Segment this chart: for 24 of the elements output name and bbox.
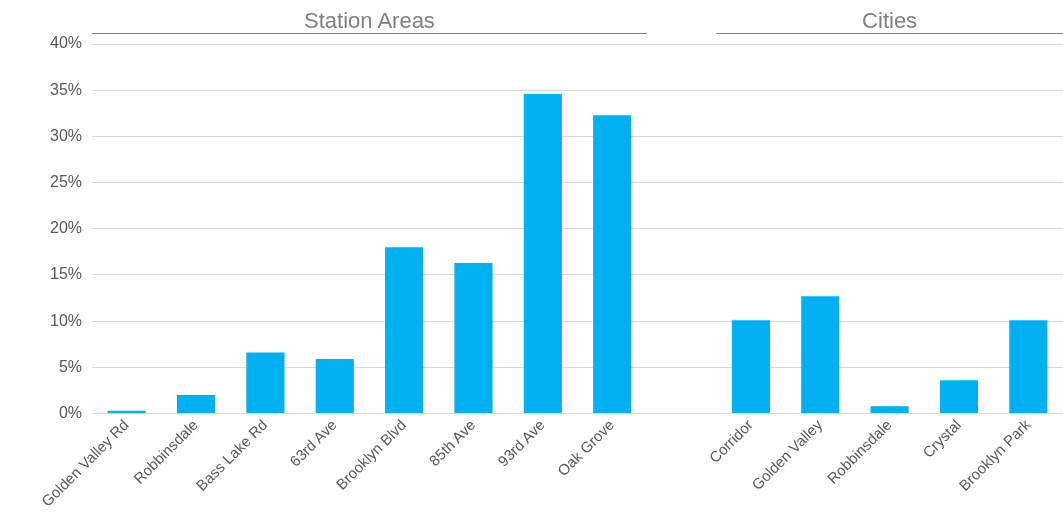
bar — [870, 406, 909, 414]
bar — [454, 262, 493, 414]
y-tick-label: 5% — [58, 357, 83, 375]
y-tick-label: 40% — [49, 34, 83, 52]
bar — [1009, 320, 1048, 414]
bar — [593, 115, 632, 414]
y-tick-label: 15% — [49, 265, 83, 283]
bar — [523, 93, 562, 414]
y-tick-label: 10% — [49, 311, 83, 329]
y-tick-label: 20% — [49, 219, 83, 237]
y-tick-label: 0% — [58, 403, 83, 421]
x-tick-label: 85th Ave — [425, 415, 479, 470]
y-tick-label: 30% — [49, 126, 83, 144]
text: Station Areas — [304, 8, 435, 33]
text: Cities — [862, 8, 918, 33]
y-tick-label: 35% — [49, 80, 83, 98]
bar — [315, 359, 354, 414]
bar — [246, 352, 285, 414]
bar — [176, 395, 216, 414]
y-tick-label: 25% — [49, 172, 83, 190]
bar — [939, 380, 979, 414]
bar — [801, 296, 840, 414]
bar — [385, 247, 424, 414]
bar — [731, 320, 770, 414]
